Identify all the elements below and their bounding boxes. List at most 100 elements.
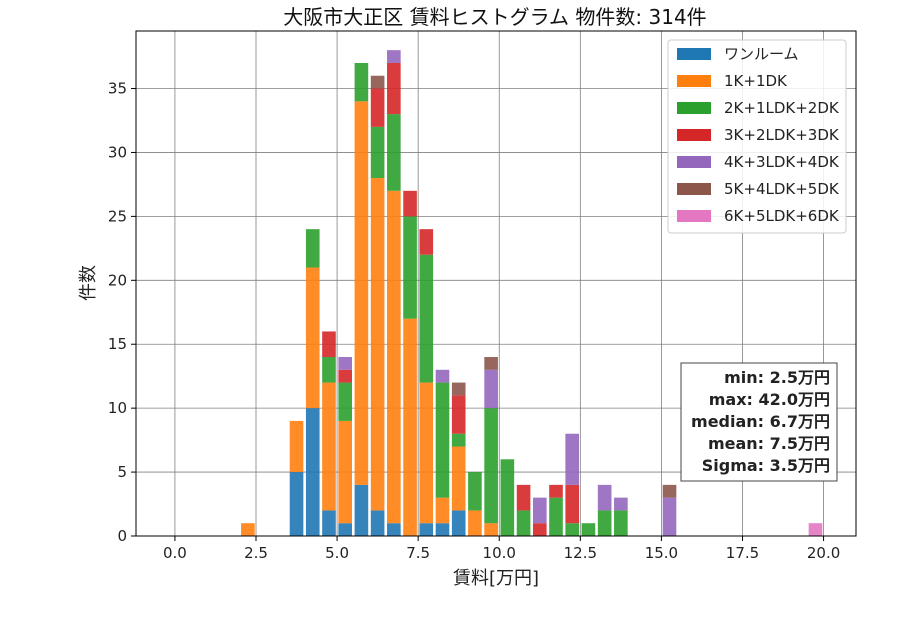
histogram-bar xyxy=(322,331,336,358)
histogram-bar xyxy=(484,523,498,536)
histogram-bar xyxy=(338,382,352,421)
plot-frame xyxy=(135,30,857,537)
histogram-bar xyxy=(614,510,628,536)
x-tick-label: 5.0 xyxy=(325,544,349,562)
histogram-bar xyxy=(451,446,466,511)
legend-label: 2K+1LDK+2DK xyxy=(724,99,840,117)
histogram-bar xyxy=(532,497,547,524)
legend-label: ワンルーム xyxy=(724,45,799,63)
histogram-bar xyxy=(241,523,255,536)
histogram-bar xyxy=(597,510,612,536)
histogram-bar xyxy=(387,62,401,115)
y-tick-label: 30 xyxy=(108,143,127,161)
legend-swatch xyxy=(677,48,711,60)
histogram-bar xyxy=(305,408,320,536)
x-tick-label: 15.0 xyxy=(645,544,678,562)
histogram-bar xyxy=(662,484,677,498)
histogram-bar xyxy=(484,369,498,409)
histogram-bar xyxy=(322,357,336,383)
legend-label: 1K+1DK xyxy=(724,72,788,90)
legend-swatch xyxy=(677,129,711,141)
x-tick-label: 0.0 xyxy=(163,544,187,562)
histogram-bar xyxy=(370,75,385,89)
histogram-bar xyxy=(516,510,531,536)
histogram-bar xyxy=(597,484,612,511)
histogram-bar xyxy=(354,101,369,485)
legend-label: 6K+5LDK+6DK xyxy=(724,207,840,225)
histogram-bar xyxy=(419,254,434,383)
histogram-bar xyxy=(419,523,434,536)
histogram-bar xyxy=(305,229,320,268)
stats-line: Sigma: 3.5万円 xyxy=(702,456,830,475)
histogram-bar xyxy=(435,497,450,524)
x-tick-label: 7.5 xyxy=(406,544,430,562)
histogram-bar xyxy=(565,484,580,524)
histogram-bar xyxy=(549,484,563,498)
histogram-bar xyxy=(532,523,547,536)
legend-swatch xyxy=(677,183,711,195)
y-tick-label: 10 xyxy=(108,399,127,417)
histogram-bar xyxy=(565,523,580,536)
chart-title: 大阪市大正区 賃料ヒストグラム 物件数: 314件 xyxy=(283,5,706,29)
histogram-bar xyxy=(322,510,336,536)
histogram-bar xyxy=(387,50,401,63)
histogram-bar xyxy=(468,472,482,511)
x-tick-label: 17.5 xyxy=(726,544,759,562)
histogram-bar xyxy=(468,510,482,536)
y-tick-label: 25 xyxy=(108,207,127,225)
legend-swatch xyxy=(677,102,711,114)
x-axis-ticks: 0.0 2.5 5.0 7.5 10.0 12.5 15.0 17.5 20.0 xyxy=(163,536,840,562)
y-tick-label: 5 xyxy=(117,463,127,481)
stats-line: max: 42.0万円 xyxy=(709,390,830,409)
histogram-bar xyxy=(484,408,498,524)
histogram-bar xyxy=(403,318,417,536)
y-tick-label: 0 xyxy=(117,527,127,545)
histogram-bar xyxy=(565,433,580,485)
y-axis-ticks: 0 5 10 15 20 25 30 35 xyxy=(108,80,136,545)
y-tick-label: 20 xyxy=(108,271,127,289)
histogram-bar xyxy=(338,523,352,536)
histogram-bar xyxy=(322,382,336,511)
histogram-bar xyxy=(403,216,417,319)
histogram-bar xyxy=(451,382,466,396)
histogram-bar xyxy=(581,523,596,536)
histogram-bar xyxy=(370,510,385,536)
histogram-bar xyxy=(549,497,563,536)
histogram-bar xyxy=(338,357,352,370)
histogram-bar xyxy=(451,510,466,536)
legend: ワンルーム 1K+1DK 2K+1LDK+2DK 3K+2LDK+3DK 4K+3LDK… xyxy=(667,39,847,234)
histogram-bar xyxy=(435,523,450,536)
histogram-bar xyxy=(419,382,434,524)
legend-box xyxy=(667,39,847,234)
stats-box: min: 2.5万円 max: 42.0万円 median: 6.7万円 mean: … xyxy=(680,362,838,482)
histogram-bar xyxy=(338,369,352,383)
legend-label: 3K+2LDK+3DK xyxy=(724,126,840,144)
legend-swatch xyxy=(677,75,711,87)
y-tick-label: 35 xyxy=(108,80,127,98)
x-tick-label: 20.0 xyxy=(807,544,840,562)
histogram-bar xyxy=(500,459,515,536)
histogram-bar xyxy=(435,382,450,498)
histogram-bar xyxy=(451,395,466,434)
histogram-bar xyxy=(662,497,677,536)
histogram-bar xyxy=(419,229,434,255)
y-axis-label: 件数 xyxy=(78,265,99,301)
stats-line: mean: 7.5万円 xyxy=(708,434,830,453)
histogram-bar xyxy=(387,523,401,536)
x-axis-label: 賃料[万円] xyxy=(453,568,539,589)
stats-frame xyxy=(680,362,838,482)
histogram-bar xyxy=(614,497,628,511)
histogram-bar xyxy=(354,484,369,536)
histogram-bar xyxy=(289,420,304,473)
histogram-bar xyxy=(808,523,823,536)
histogram-bar xyxy=(370,178,385,511)
histogram-bar xyxy=(305,267,320,409)
x-tick-label: 10.0 xyxy=(483,544,516,562)
histogram-bar xyxy=(387,190,401,524)
histogram-bar xyxy=(387,114,401,191)
histogram-bar xyxy=(370,126,385,179)
x-tick-label: 2.5 xyxy=(244,544,268,562)
histogram-bar xyxy=(435,369,450,383)
legend-label: 4K+3LDK+4DK xyxy=(724,153,840,171)
